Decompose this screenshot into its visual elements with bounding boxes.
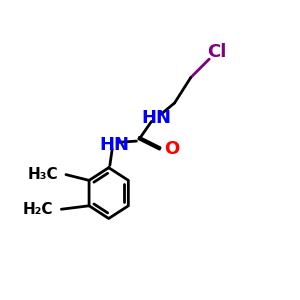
Text: H₂C: H₂C <box>23 202 53 217</box>
Text: HN: HN <box>141 109 171 127</box>
Text: Cl: Cl <box>207 43 226 61</box>
Text: HN: HN <box>100 136 130 154</box>
Text: O: O <box>164 140 179 158</box>
Text: H₃C: H₃C <box>27 167 58 182</box>
